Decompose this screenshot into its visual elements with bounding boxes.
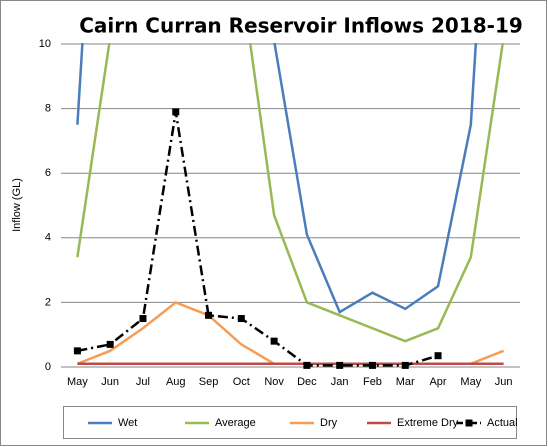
x-tick-label: Nov	[264, 376, 284, 388]
x-tick-label: Sep	[199, 376, 219, 388]
marker	[270, 337, 278, 345]
x-tick-label: Jun	[495, 376, 513, 388]
y-tick-label: 0	[45, 361, 51, 373]
legend-label: Dry	[320, 417, 338, 429]
marker	[139, 315, 147, 323]
y-tick-label: 4	[45, 232, 51, 244]
line	[77, 111, 439, 367]
x-tick-label: Apr	[429, 376, 446, 388]
x-tick-label: May	[460, 376, 481, 388]
legend-box	[63, 406, 517, 439]
y-tick-label: 10	[39, 38, 51, 50]
x-tick-label: May	[67, 376, 88, 388]
marker	[434, 352, 442, 360]
x-tick-label: Oct	[233, 376, 250, 388]
y-tick-label: 2	[45, 296, 51, 308]
legend-label: Wet	[118, 417, 137, 429]
x-tick-label: Jun	[101, 376, 119, 388]
chart-title: Cairn Curran Reservoir Inflows 2018-19	[79, 14, 523, 38]
legend-label: Average	[215, 417, 256, 429]
x-tick-label: Jan	[331, 376, 349, 388]
marker	[73, 347, 81, 355]
marker	[401, 361, 409, 369]
y-axis-label: Inflow (GL)	[11, 178, 23, 232]
marker	[205, 311, 213, 319]
y-tick-label: 6	[45, 167, 51, 179]
marker	[303, 361, 311, 369]
y-tick-label: 8	[45, 103, 51, 115]
x-tick-label: Jul	[136, 376, 150, 388]
x-tick-label: Feb	[363, 376, 382, 388]
line	[76, 43, 478, 314]
x-tick-label: Dec	[297, 376, 317, 388]
marker	[336, 361, 344, 369]
marker	[172, 108, 180, 116]
legend-label: Actual	[487, 417, 518, 429]
marker	[368, 361, 376, 369]
line	[76, 43, 505, 343]
legend-label: Extreme Dry	[397, 417, 459, 429]
plot-area	[73, 43, 505, 369]
legend-marker	[465, 419, 473, 427]
marker	[237, 315, 245, 323]
x-tick-label: Aug	[166, 376, 186, 388]
marker	[106, 340, 114, 348]
x-tick-label: Mar	[396, 376, 415, 388]
